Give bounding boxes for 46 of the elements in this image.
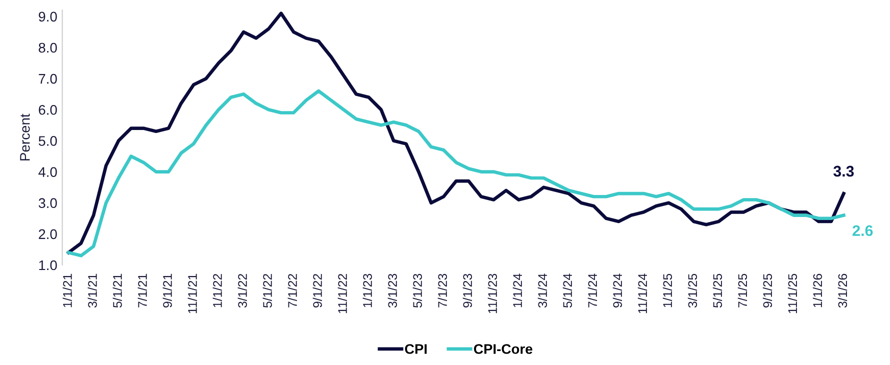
x-tick-label: 9/1/21 [162, 274, 172, 308]
x-tick-label: 9/1/23 [462, 274, 472, 308]
annotation: 3.3 [833, 166, 854, 177]
legend-label: CPI-Core [474, 344, 532, 354]
x-tick-label: 9/1/24 [612, 274, 622, 308]
x-tick-label: 11/1/23 [488, 274, 497, 314]
x-tick-label: 3/1/26 [838, 274, 848, 308]
x-tick-label: 7/1/23 [438, 274, 447, 308]
annotation: 2.6 [852, 225, 873, 236]
x-tick-label: 5/1/24 [562, 274, 572, 308]
y-tick-label: 5.0 [38, 136, 57, 146]
x-tick-label: 5/1/22 [262, 274, 272, 308]
x-tick-label: 3/1/25 [688, 274, 698, 308]
x-tick-label: 7/1/21 [138, 274, 147, 308]
y-tick-label: 7.0 [38, 74, 57, 84]
y-tick-label: 3.0 [38, 198, 57, 208]
x-tick-label: 7/1/24 [588, 274, 598, 308]
x-tick-label: 1/1/21 [62, 274, 72, 308]
x-tick-label: 3/1/21 [88, 274, 97, 308]
y-tick-label: 9.0 [38, 12, 57, 22]
y-axis-title: Percent [20, 114, 30, 160]
x-tick-label: 11/1/24 [638, 274, 648, 314]
x-tick-label: 7/1/22 [288, 274, 297, 308]
x-tick-label: 5/1/25 [712, 274, 722, 308]
x-tick-label: 11/1/22 [338, 274, 347, 314]
x-tick-label: 1/1/24 [512, 274, 522, 308]
x-tick-label: 1/1/26 [812, 274, 822, 308]
x-tick-label: 9/1/22 [312, 274, 322, 308]
legend-label: CPI [404, 344, 427, 354]
x-tick-label: 3/1/24 [538, 274, 547, 308]
x-tick-label: 1/1/25 [662, 274, 672, 308]
y-tick-label: 1.0 [39, 260, 57, 270]
x-tick-label: 11/1/21 [188, 274, 197, 314]
x-tick-label: 11/1/25 [788, 274, 798, 314]
y-tick-label: 2.0 [38, 229, 57, 240]
y-tick-label: 4.0 [38, 167, 57, 177]
x-tick-label: 5/1/23 [412, 274, 422, 308]
x-tick-label: 5/1/21 [112, 274, 122, 308]
y-tick-label: 8.0 [38, 42, 57, 53]
x-tick-label: 1/1/22 [212, 274, 222, 308]
y-tick-label: 6.0 [38, 104, 57, 115]
x-tick-label: 9/1/25 [762, 274, 772, 308]
x-tick-label: 1/1/23 [362, 274, 372, 308]
x-tick-label: 3/1/22 [238, 274, 247, 308]
x-tick-label: 3/1/23 [388, 274, 397, 308]
x-tick-label: 7/1/25 [738, 274, 748, 308]
